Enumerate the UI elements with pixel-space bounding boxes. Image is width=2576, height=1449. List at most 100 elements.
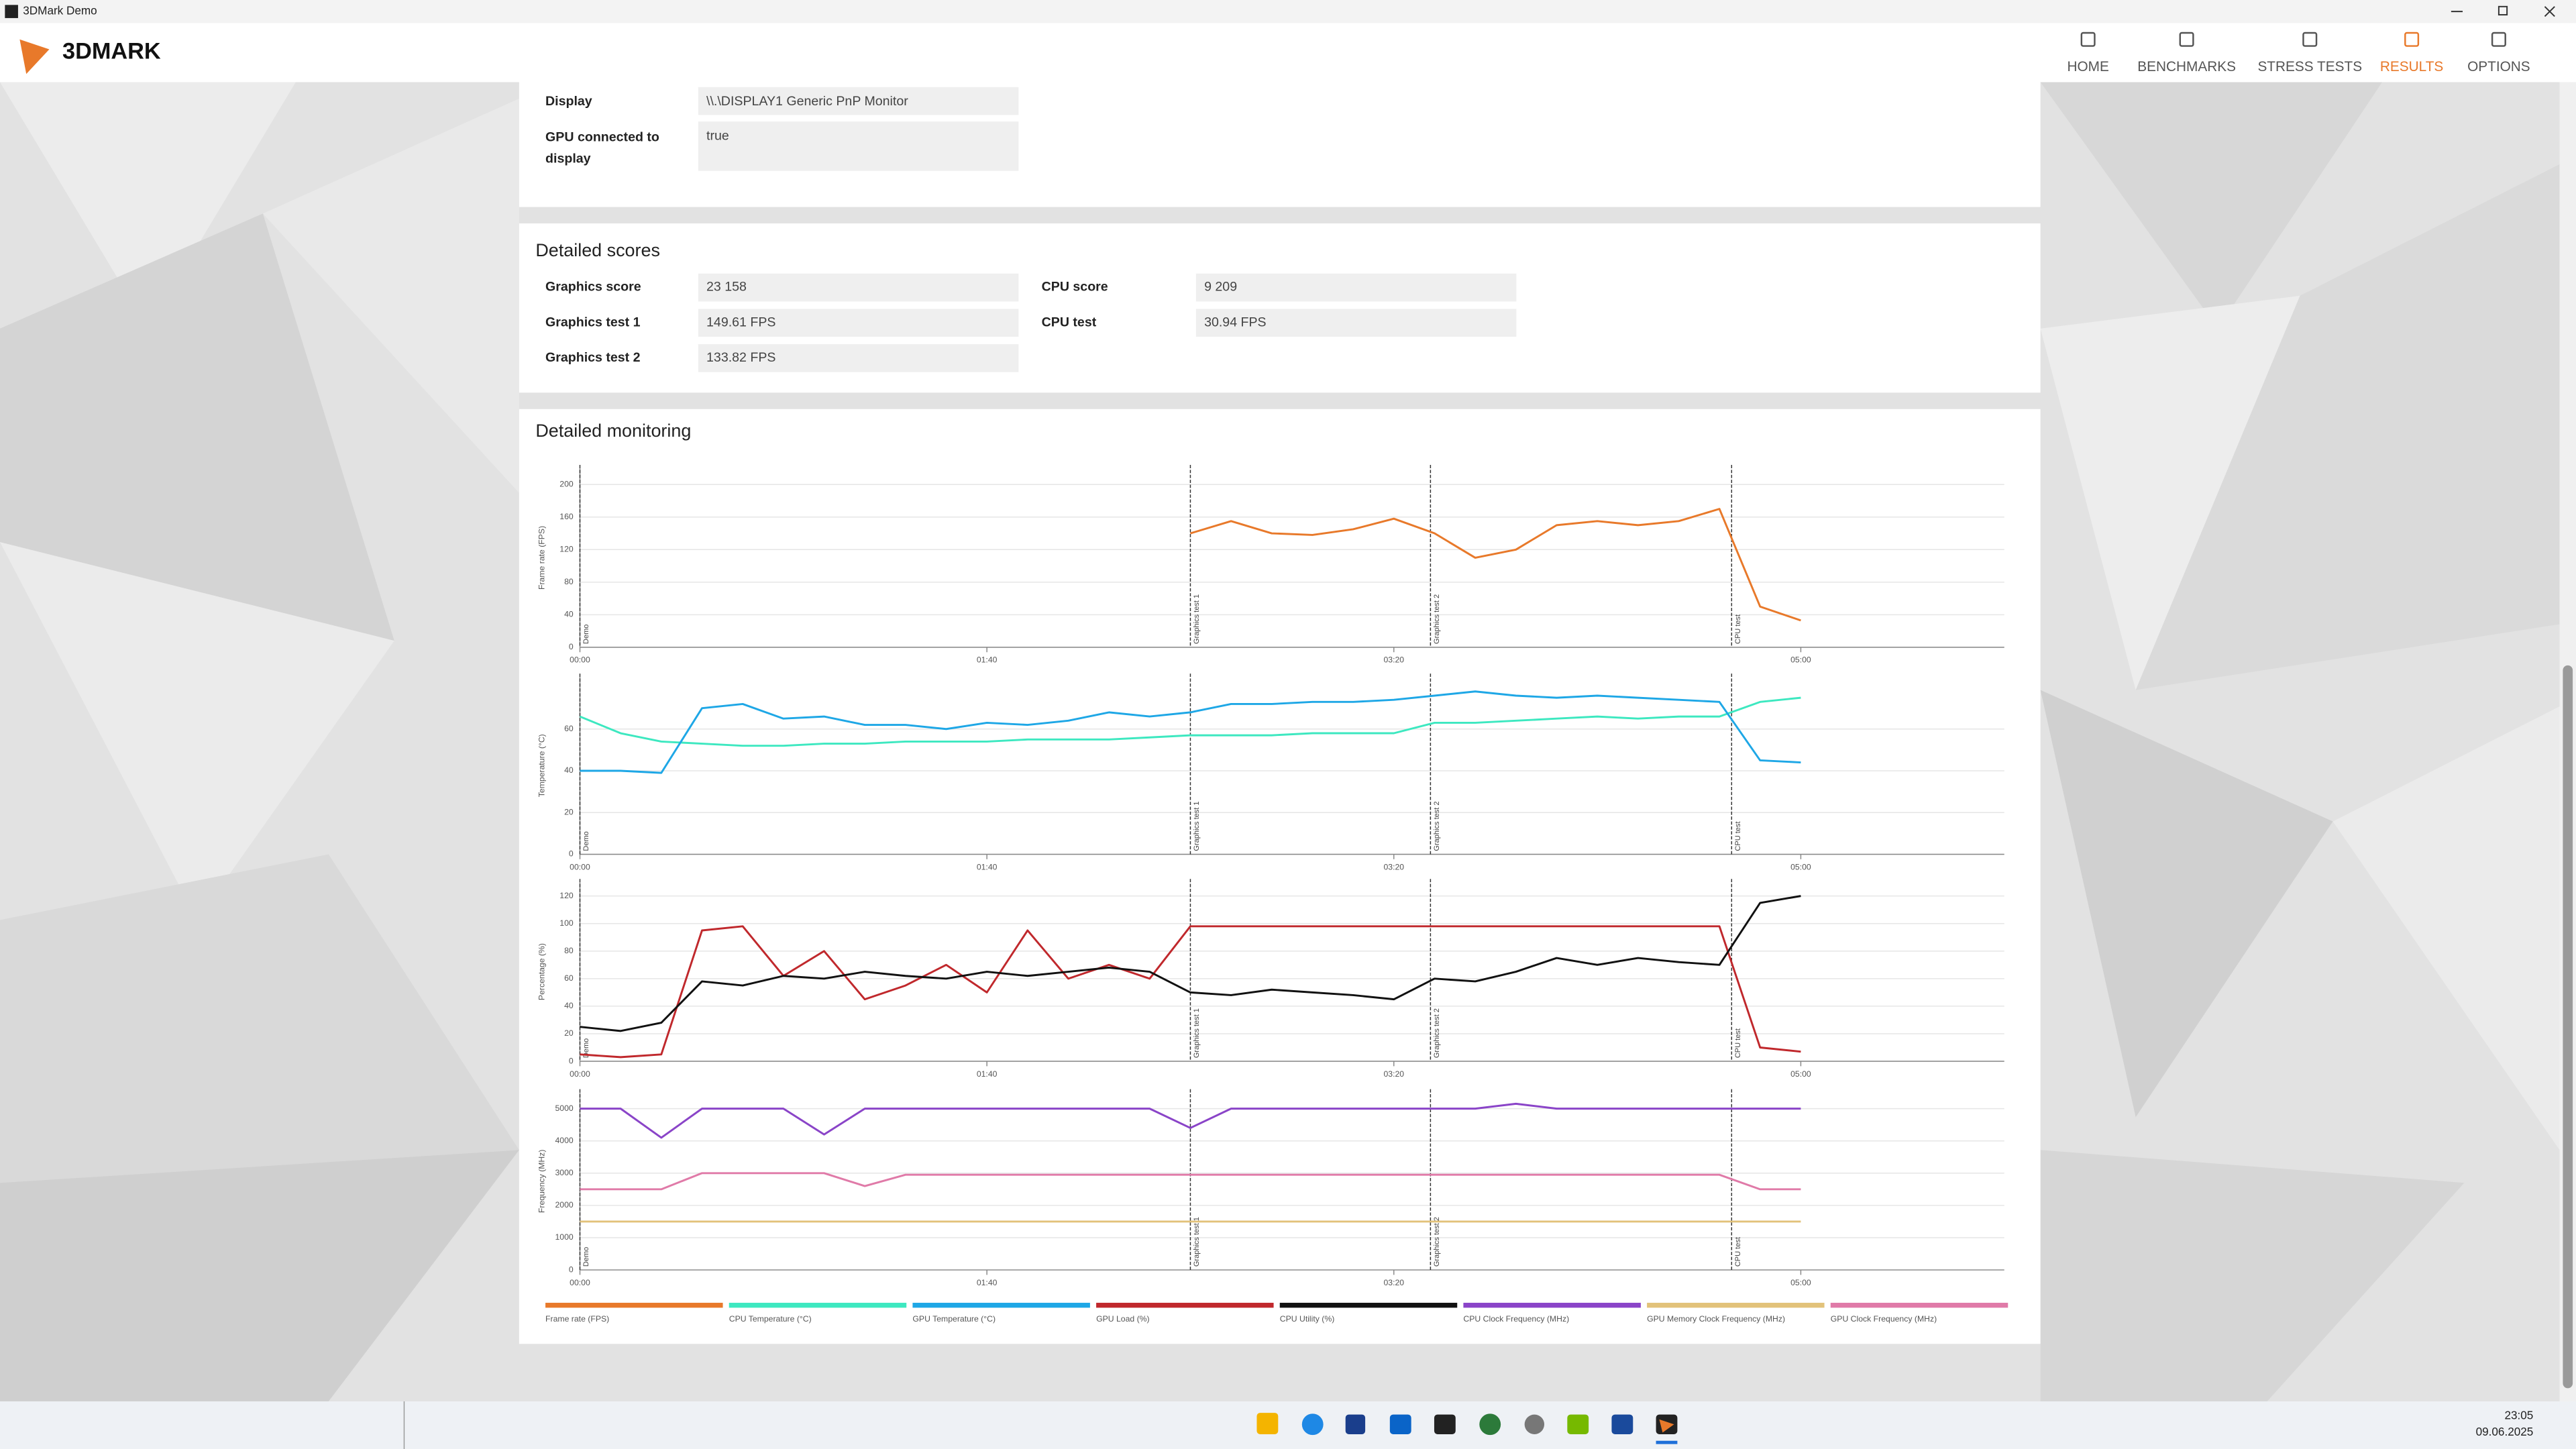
nav-icon[interactable] [2179,32,2194,47]
legend-swatch[interactable] [545,1303,723,1308]
x-tick-label: 05:00 [1790,862,1811,871]
series-line [580,1172,1801,1191]
series-line [580,895,1801,1032]
header [0,23,2576,83]
score-value: 23 158 [706,280,747,294]
legend-swatch[interactable] [1647,1303,1825,1308]
window-controls[interactable] [2451,5,2555,17]
scrollbar-thumb[interactable] [2563,665,2573,1389]
y-axis-label: Temperature (°C) [537,734,546,797]
test-marker-label: Demo [582,1038,590,1058]
nav-item[interactable]: HOME [2067,59,2108,74]
y-tick-label: 120 [559,891,574,900]
test-marker-label: Graphics test 1 [1193,1217,1201,1267]
test-marker-label: Graphics test 1 [1193,801,1201,851]
x-tick-label: 03:20 [1383,655,1404,665]
score-label: CPU test [1042,315,1097,329]
info-value: true [706,128,729,143]
test-marker-label: Demo [582,625,590,644]
logo[interactable]: 3DMARK [62,38,161,64]
x-tick-label: 00:00 [570,1069,590,1079]
score-box [698,309,1019,337]
y-tick-label: 80 [564,946,574,955]
legend-swatch[interactable] [1279,1303,1458,1308]
test-marker-label: CPU test [1734,1028,1742,1058]
clock-date[interactable]: 09.06.2025 [2476,1425,2534,1438]
info-value: \\.\DISPLAY1 Generic PnP Monitor [706,94,908,109]
nav-item[interactable]: OPTIONS [2467,59,2530,74]
y-tick-label: 40 [564,1001,574,1010]
legend-swatch[interactable] [912,1303,1090,1308]
y-tick-label: 40 [564,610,574,619]
section-title: Detailed scores [535,240,660,260]
test-marker-label: Graphics test 2 [1433,801,1441,851]
test-marker-label: CPU test [1734,821,1742,851]
y-tick-label: 0 [569,1265,574,1274]
y-tick-label: 20 [564,1028,574,1038]
app-icon [5,5,18,18]
y-tick-label: 1000 [555,1232,573,1242]
y-tick-label: 0 [569,1056,574,1065]
x-tick-label: 01:40 [977,862,998,871]
y-tick-label: 100 [559,918,574,928]
test-marker-label: Graphics test 1 [1193,1008,1201,1058]
legend-label[interactable]: Frame rate (FPS) [545,1314,609,1324]
nav-item[interactable]: STRESS TESTS [2257,59,2362,74]
test-marker-label: Demo [582,1247,590,1267]
y-tick-label: 160 [559,512,574,521]
nav-item[interactable]: BENCHMARKS [2137,59,2236,74]
legend-swatch[interactable] [1096,1303,1274,1308]
scores: Graphics score 23 158 Graphics test 1 149.6… [545,273,1517,372]
score-label: Graphics score [545,280,641,294]
taskbar-icons[interactable] [1256,1413,1678,1444]
nav: HOME BENCHMARKS STRESS TESTS RESULTS OPTIONS [2067,32,2530,74]
legend-swatch[interactable] [729,1303,907,1308]
y-tick-label: 3000 [555,1168,573,1177]
y-axis-label: Percentage (%) [537,943,546,1000]
score-label: CPU score [1042,280,1108,294]
info-label: Display [545,94,592,109]
info-value-box [698,87,1019,115]
nav-icon[interactable] [2404,32,2420,47]
y-tick-label: 20 [564,807,574,816]
legend-swatch[interactable] [1463,1303,1641,1308]
series-line [579,696,1801,747]
legend-label[interactable]: CPU Temperature (°C) [729,1314,812,1324]
test-marker-label: CPU test [1734,614,1742,644]
legend-label[interactable]: CPU Utility (%) [1280,1314,1335,1324]
nav-icon[interactable] [2080,32,2096,47]
title-bar [0,0,2576,23]
y-tick-label: 80 [564,577,574,586]
legend-label[interactable]: GPU Memory Clock Frequency (MHz) [1647,1314,1785,1324]
legend-label[interactable]: GPU Temperature (°C) [912,1314,996,1324]
x-tick-label: 05:00 [1790,655,1811,665]
legend-label[interactable]: GPU Clock Frequency (MHz) [1831,1314,1937,1324]
y-tick-label: 0 [569,642,574,651]
x-tick-label: 03:20 [1383,862,1404,871]
test-marker-label: Graphics test 1 [1193,594,1201,644]
score-value: 30.94 FPS [1204,315,1267,329]
nav-icon[interactable] [2491,32,2506,47]
x-tick-label: 01:40 [977,655,998,665]
test-marker-label: Demo [582,831,590,851]
legend-label[interactable]: CPU Clock Frequency (MHz) [1463,1314,1569,1324]
info-label: GPU connected to display [545,129,659,166]
series-line [1190,508,1801,622]
score-box [1195,309,1517,337]
score-value: 149.61 FPS [706,315,775,329]
test-marker-label: Graphics test 2 [1433,594,1441,644]
x-tick-label: 01:40 [977,1069,998,1079]
y-tick-label: 5000 [555,1104,573,1113]
y-tick-label: 200 [559,479,574,488]
nav-item[interactable]: RESULTS [2380,59,2443,74]
clock-time[interactable]: 23:05 [2504,1409,2533,1422]
legend-label[interactable]: GPU Load (%) [1096,1314,1150,1324]
y-tick-label: 60 [564,724,574,733]
score-box [698,344,1019,372]
y-axis-label: Frame rate (FPS) [537,526,546,590]
legend-swatch[interactable] [1830,1303,2008,1308]
nav-icon[interactable] [2302,32,2318,47]
score-value: 133.82 FPS [706,350,775,365]
